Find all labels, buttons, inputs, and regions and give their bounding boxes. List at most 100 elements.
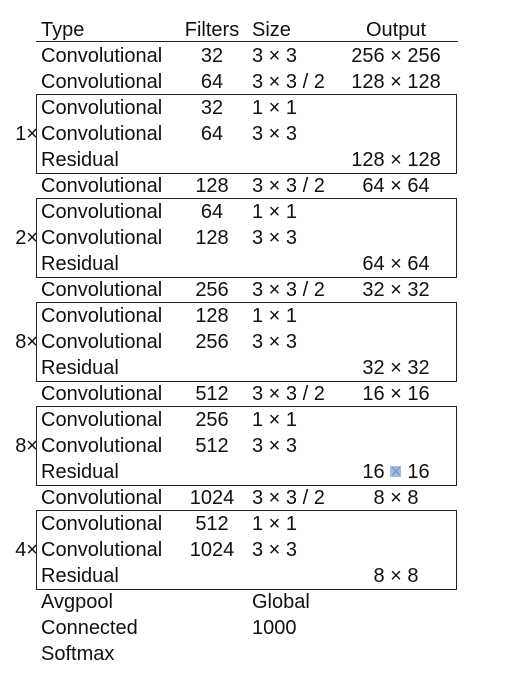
table-row: Convolutional 32 1 × 1 bbox=[0, 95, 508, 121]
cell-type: Avgpool bbox=[41, 591, 113, 613]
cell-type: Convolutional bbox=[41, 71, 163, 93]
cell-type: Convolutional bbox=[41, 97, 163, 119]
cell-filters: 128 bbox=[195, 175, 229, 197]
table-row: Connected 1000 bbox=[0, 615, 508, 641]
cell-output: 128 × 128 bbox=[351, 71, 441, 93]
cell-output: 128 × 128 bbox=[351, 149, 441, 171]
cell-size: 3 × 3 bbox=[252, 227, 298, 249]
cell-type: Residual bbox=[41, 357, 119, 379]
cell-filters: 128 bbox=[195, 305, 229, 327]
cell-filters: 512 bbox=[195, 383, 229, 405]
table-row: Avgpool Global bbox=[0, 589, 508, 615]
residual-block-box bbox=[36, 94, 457, 174]
header-size: Size bbox=[252, 19, 291, 41]
cell-type: Convolutional bbox=[41, 539, 163, 561]
cell-output: 32 × 32 bbox=[362, 357, 430, 379]
table-row: 1× Convolutional 64 3 × 3 bbox=[0, 121, 508, 147]
cell-type: Convolutional bbox=[41, 487, 163, 509]
cell-type: Convolutional bbox=[41, 305, 163, 327]
cell-type: Convolutional bbox=[41, 383, 163, 405]
cell-type: Convolutional bbox=[41, 175, 163, 197]
cell-output: 64 × 64 bbox=[362, 253, 430, 275]
cell-type: Softmax bbox=[41, 643, 115, 665]
cell-filters: 32 bbox=[200, 45, 224, 67]
repeat-multiplier: 8× bbox=[15, 435, 38, 457]
table-row: Softmax bbox=[0, 641, 508, 667]
table-row: Residual 64 × 64 bbox=[0, 251, 508, 277]
cell-size: 3 × 3 bbox=[252, 331, 298, 353]
mouse-cursor-icon bbox=[390, 466, 401, 477]
cell-filters: 1024 bbox=[189, 539, 235, 561]
cell-size: 1 × 1 bbox=[252, 409, 298, 431]
cell-size: 3 × 3 bbox=[252, 435, 298, 457]
table-row: Convolutional 256 3 × 3 / 2 32 × 32 bbox=[0, 277, 508, 303]
cell-type: Convolutional bbox=[41, 513, 163, 535]
repeat-multiplier: 4× bbox=[15, 539, 38, 561]
cell-type: Convolutional bbox=[41, 227, 163, 249]
residual-block-box bbox=[36, 302, 457, 382]
cell-filters: 1024 bbox=[189, 487, 235, 509]
cell-size: 3 × 3 bbox=[252, 123, 298, 145]
cell-size: 3 × 3 bbox=[252, 539, 298, 561]
cell-filters: 64 bbox=[200, 123, 224, 145]
header-filters: Filters bbox=[184, 19, 240, 41]
cell-size: 1 × 1 bbox=[252, 97, 298, 119]
cell-filters: 64 bbox=[200, 201, 224, 223]
cell-type: Connected bbox=[41, 617, 138, 639]
table-row: 2× Convolutional 128 3 × 3 bbox=[0, 225, 508, 251]
residual-block-box bbox=[36, 406, 457, 486]
table-row: 8× Convolutional 256 3 × 3 bbox=[0, 329, 508, 355]
table-row: Convolutional 128 3 × 3 / 2 64 × 64 bbox=[0, 173, 508, 199]
cell-type: Residual bbox=[41, 149, 119, 171]
repeat-multiplier: 2× bbox=[15, 227, 38, 249]
cell-size: 3 × 3 / 2 bbox=[252, 71, 325, 93]
table-row: Convolutional 64 3 × 3 / 2 128 × 128 bbox=[0, 69, 508, 95]
header-output: Output bbox=[365, 19, 427, 41]
table-row: Convolutional 128 1 × 1 bbox=[0, 303, 508, 329]
residual-block-box bbox=[36, 198, 457, 278]
cell-type: Convolutional bbox=[41, 123, 163, 145]
cell-type: Residual bbox=[41, 253, 119, 275]
cell-type: Convolutional bbox=[41, 201, 163, 223]
repeat-multiplier: 1× bbox=[15, 123, 38, 145]
cell-filters: 128 bbox=[195, 227, 229, 249]
table-row: Convolutional 256 1 × 1 bbox=[0, 407, 508, 433]
cell-type: Residual bbox=[41, 565, 119, 587]
cell-output: 64 × 64 bbox=[362, 175, 430, 197]
cell-filters: 256 bbox=[195, 331, 229, 353]
cell-size: 3 × 3 / 2 bbox=[252, 487, 325, 509]
cell-size: 3 × 3 / 2 bbox=[252, 175, 325, 197]
table-row: Convolutional 512 1 × 1 bbox=[0, 511, 508, 537]
cell-output: 16 × 16 bbox=[362, 383, 430, 405]
cell-size: 3 × 3 bbox=[252, 45, 298, 67]
table-row: 8× Convolutional 512 3 × 3 bbox=[0, 433, 508, 459]
cell-output: 256 × 256 bbox=[351, 45, 441, 67]
header-rule bbox=[36, 41, 458, 42]
table-row: Residual 32 × 32 bbox=[0, 355, 508, 381]
cell-size: 1 × 1 bbox=[252, 201, 298, 223]
cell-size: Global bbox=[252, 591, 310, 613]
cell-size: 3 × 3 / 2 bbox=[252, 383, 325, 405]
header-row: Type Filters Size Output bbox=[0, 17, 508, 43]
cell-output: 8 × 8 bbox=[373, 565, 419, 587]
cell-output: 8 × 8 bbox=[373, 487, 419, 509]
repeat-multiplier: 8× bbox=[15, 331, 38, 353]
cell-size: 3 × 3 / 2 bbox=[252, 279, 325, 301]
cell-filters: 256 bbox=[195, 409, 229, 431]
cell-type: Convolutional bbox=[41, 279, 163, 301]
cell-type: Convolutional bbox=[41, 331, 163, 353]
table-row: Convolutional 512 3 × 3 / 2 16 × 16 bbox=[0, 381, 508, 407]
cell-size: 1 × 1 bbox=[252, 305, 298, 327]
cell-filters: 256 bbox=[195, 279, 229, 301]
cell-output: 32 × 32 bbox=[362, 279, 430, 301]
table-row: Residual 128 × 128 bbox=[0, 147, 508, 173]
cell-filters: 512 bbox=[195, 435, 229, 457]
table-row: Convolutional 1024 3 × 3 / 2 8 × 8 bbox=[0, 485, 508, 511]
cell-size: 1 × 1 bbox=[252, 513, 298, 535]
cell-type: Residual bbox=[41, 461, 119, 483]
header-type: Type bbox=[41, 19, 85, 41]
cell-size: 1000 bbox=[252, 617, 297, 639]
cell-filters: 64 bbox=[200, 71, 224, 93]
cell-type: Convolutional bbox=[41, 435, 163, 457]
cell-type: Convolutional bbox=[41, 45, 163, 67]
